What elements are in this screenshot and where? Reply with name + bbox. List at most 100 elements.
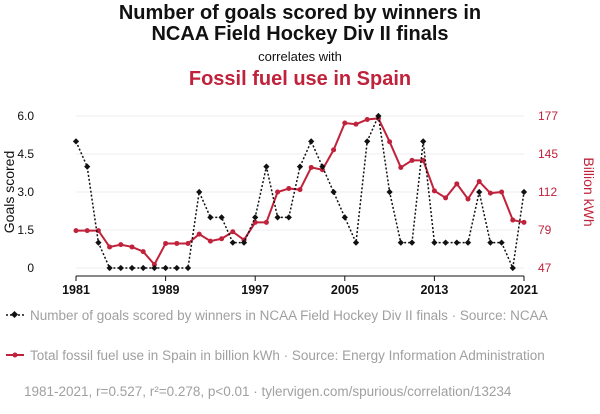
goals-point xyxy=(72,138,80,145)
fossil-point xyxy=(263,219,269,225)
goals-point xyxy=(207,214,214,221)
fossil-point xyxy=(387,139,393,145)
chart-title-line2: NCAA Field Hockey Div II finals xyxy=(151,23,449,45)
fossil-point xyxy=(140,249,146,255)
goals-point xyxy=(364,138,371,145)
fossil-point xyxy=(219,236,225,242)
left-tick-label: 3.0 xyxy=(17,185,34,199)
fossil-point xyxy=(420,157,426,163)
fossil-point xyxy=(443,195,449,201)
goals-point xyxy=(252,214,259,221)
goals-point xyxy=(151,264,158,272)
left-tick-label: 6.0 xyxy=(17,109,34,123)
goals-point xyxy=(84,163,91,170)
goals-point xyxy=(117,264,124,272)
left-tick-label: 0 xyxy=(27,261,34,275)
fossil-point xyxy=(118,242,124,248)
fossil-point xyxy=(353,121,359,127)
right-tick-label: 177 xyxy=(538,109,558,123)
fossil-point xyxy=(454,181,460,187)
goals-point xyxy=(408,239,416,246)
right-tick-label: 145 xyxy=(538,147,558,161)
right-tick-label: 47 xyxy=(538,261,552,275)
fossil-point xyxy=(409,157,415,163)
goals-point xyxy=(420,138,427,145)
fossil-point xyxy=(476,178,482,184)
goals-point xyxy=(520,188,528,196)
fossil-point xyxy=(364,117,370,123)
goals-point xyxy=(95,239,102,246)
legend-fossil-text: Total fossil fuel use in Spain in billio… xyxy=(30,348,545,363)
left-tick-label: 1.5 xyxy=(17,223,34,237)
right-axis-label: Billion kWh xyxy=(581,157,597,226)
goals-point xyxy=(464,239,472,246)
left-axis-label: Goals scored xyxy=(1,151,17,233)
goals-point xyxy=(498,239,505,246)
goals-point xyxy=(263,163,270,170)
goals-point xyxy=(476,188,483,196)
fossil-point xyxy=(163,240,169,246)
goals-point xyxy=(442,239,449,246)
goals-point xyxy=(319,163,326,170)
goals-point xyxy=(453,239,460,246)
fossil-point xyxy=(174,240,180,246)
series2-title: Fossil fuel use in Spain xyxy=(188,68,412,90)
goals-point xyxy=(128,264,136,272)
goals-point xyxy=(386,188,393,196)
fossil-point xyxy=(129,244,135,250)
fossil-point xyxy=(499,189,505,195)
fossil-point xyxy=(487,190,493,196)
fossil-point xyxy=(151,261,157,267)
fossil-point xyxy=(398,164,404,170)
right-tick-label: 112 xyxy=(538,185,557,199)
goals-point xyxy=(274,214,281,221)
fossil-point xyxy=(331,147,337,153)
goals-point xyxy=(330,188,337,196)
goals-point xyxy=(308,138,315,145)
fossil-point xyxy=(230,229,236,235)
left-tick-label: 4.5 xyxy=(17,147,34,161)
chart-title-line1: Number of goals scored by winners in xyxy=(118,2,482,24)
fossil-point xyxy=(431,188,437,194)
fossil-point xyxy=(107,244,113,250)
x-tick-label: 1981 xyxy=(62,283,90,297)
goals-point xyxy=(229,239,236,246)
goals-point xyxy=(285,214,292,221)
goals-point xyxy=(509,264,516,272)
goals-point xyxy=(352,239,360,246)
goals-point xyxy=(162,264,169,272)
fossil-point xyxy=(521,219,527,225)
x-tick-label: 1997 xyxy=(241,283,269,297)
footer-stats: 1981-2021, r=0.527, r²=0.278, p<0.01 · t… xyxy=(24,384,512,399)
goals-point xyxy=(296,163,304,170)
fossil-point xyxy=(465,196,471,202)
goals-point xyxy=(431,239,438,246)
x-tick-label: 2005 xyxy=(331,283,359,297)
fossil-point xyxy=(286,185,292,191)
fossil-point xyxy=(73,228,79,234)
legend-goals-text: Number of goals scored by winners in NCA… xyxy=(30,308,548,323)
fossil-point xyxy=(297,187,303,193)
goals-point xyxy=(487,239,494,246)
fossil-point xyxy=(84,228,90,234)
fossil-point xyxy=(342,120,348,126)
goals-point xyxy=(218,214,225,221)
x-tick-label: 2021 xyxy=(510,283,538,297)
fossil-point xyxy=(308,164,314,170)
fossil-point xyxy=(196,231,202,237)
fossil-point xyxy=(185,240,191,246)
fossil-point xyxy=(510,217,516,223)
goals-point xyxy=(140,264,147,272)
right-tick-label: 79 xyxy=(538,223,552,237)
fossil-point xyxy=(275,189,281,195)
goals-point xyxy=(196,188,203,196)
goals-point xyxy=(397,239,404,246)
x-tick-label: 1989 xyxy=(152,283,180,297)
goals-point xyxy=(173,264,180,272)
goals-point xyxy=(341,214,348,221)
goals-point xyxy=(106,264,113,272)
correlates-with-label: correlates with xyxy=(258,49,342,64)
series-goals-line xyxy=(75,113,525,271)
goals-point xyxy=(184,264,192,272)
